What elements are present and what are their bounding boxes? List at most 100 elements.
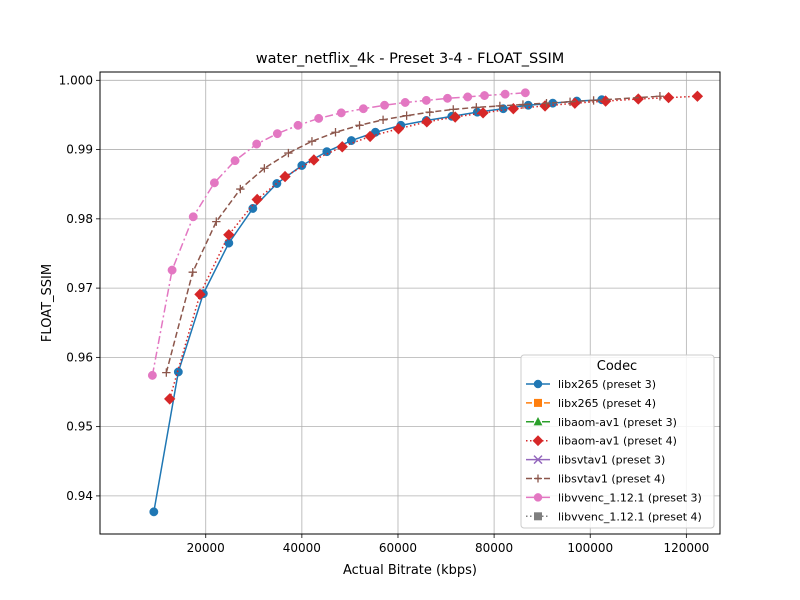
data-point (173, 367, 183, 377)
legend-entry: libx265 (preset 3) (526, 378, 656, 391)
legend-label: libaom-av1 (preset 4) (558, 435, 677, 448)
data-point (400, 98, 410, 107)
data-point (162, 368, 171, 377)
data-point (402, 111, 411, 120)
plot-frame (99, 71, 721, 535)
data-point (230, 156, 240, 166)
legend-label: libaom-av1 (preset 3) (558, 416, 677, 429)
data-point (500, 89, 510, 99)
data-point (472, 103, 481, 112)
data-point (272, 129, 282, 139)
legend-entry: libaom-av1 (preset 4) (526, 435, 677, 448)
y-tick-label: 0.94 (66, 489, 93, 503)
data-point (194, 288, 206, 301)
data-point (364, 130, 376, 143)
legend-label: libvvenc_1.12.1 (preset 3) (558, 491, 702, 504)
data-point (279, 170, 291, 183)
legend-marker (533, 493, 543, 502)
data-point (336, 108, 346, 118)
data-point (346, 136, 356, 146)
data-point (252, 139, 262, 149)
y-tick-label: 1.000 (59, 73, 93, 87)
legend-label: libsvtav1 (preset 3) (558, 454, 665, 467)
legend-entry: libx265 (preset 4) (526, 397, 656, 410)
grid (100, 72, 720, 534)
x-tick-label: 100000 (567, 541, 613, 555)
data-point (293, 120, 303, 130)
data-point (248, 204, 258, 213)
data-point (443, 93, 452, 103)
x-axis-label: Actual Bitrate (kbps) (343, 563, 477, 578)
data-point (251, 193, 263, 206)
y-tick-label: 0.98 (66, 212, 93, 226)
data-point (520, 88, 530, 98)
legend-marker (534, 512, 542, 521)
data-point (272, 179, 282, 188)
plot-area (147, 88, 704, 517)
data-point (691, 90, 704, 102)
data-point (314, 113, 324, 123)
legend-box (520, 354, 715, 529)
data-point (358, 104, 368, 114)
data-point (480, 91, 489, 101)
data-point (495, 101, 505, 111)
x-tick-label: 60000 (379, 541, 417, 555)
legend: Codec libx265 (preset 3) libx265 (preset … (520, 354, 715, 529)
data-point (147, 370, 157, 380)
data-point (308, 154, 320, 166)
data-point (164, 393, 176, 405)
legend-marker (532, 435, 544, 447)
data-point (632, 93, 644, 105)
data-point (149, 507, 159, 517)
data-point (542, 98, 551, 108)
chart-title: water_netflix_4k - Preset 3-4 - FLOAT_SS… (256, 51, 565, 67)
legend-marker (533, 455, 543, 465)
data-point (380, 100, 389, 110)
x-tick-label: 40000 (283, 541, 321, 555)
y-tick-label: 0.97 (66, 281, 93, 295)
data-point (421, 95, 431, 105)
x-tick-label: 120000 (663, 541, 709, 555)
data-point (236, 184, 245, 194)
data-point (209, 178, 219, 188)
legend-entry: libsvtav1 (preset 4) (526, 473, 665, 486)
y-axis-label: FLOAT_SSIM (40, 264, 55, 342)
series-libaom-av1-preset-4- (164, 90, 704, 405)
legend-entry: libaom-av1 (preset 3) (526, 416, 677, 429)
series-libvvenc-1-12-1-preset-3- (147, 88, 530, 380)
data-point (425, 107, 434, 117)
data-point (331, 128, 340, 137)
legend-marker (533, 417, 543, 426)
legend-label: libvvenc_1.12.1 (preset 4) (558, 510, 702, 523)
legend-entry: libsvtav1 (preset 3) (526, 454, 665, 467)
legend-label: libx265 (preset 3) (558, 378, 656, 391)
data-point (212, 217, 221, 226)
series-libsvtav1-preset-4- (162, 92, 665, 377)
data-point (565, 97, 575, 106)
data-point (449, 105, 458, 114)
data-point (518, 100, 528, 109)
x-tick-label: 80000 (475, 541, 513, 555)
data-point (378, 115, 388, 124)
y-tick-label: 0.96 (66, 350, 93, 364)
data-point (662, 91, 675, 104)
data-point (260, 164, 269, 173)
legend-title: Codec (597, 359, 637, 374)
y-tick-label: 0.99 (66, 143, 93, 157)
x-tick-label: 20000 (187, 541, 225, 555)
series-line (165, 95, 660, 373)
legend-label: libsvtav1 (preset 4) (558, 473, 665, 486)
data-point (421, 116, 433, 128)
data-point (463, 92, 473, 102)
data-point (355, 121, 364, 130)
legend-entry: libvvenc_1.12.1 (preset 4) (526, 510, 702, 523)
legend-label: libx265 (preset 4) (558, 397, 656, 410)
legend-marker (534, 474, 542, 483)
data-point (188, 267, 197, 277)
legend-marker (534, 398, 542, 407)
data-point (167, 265, 177, 275)
data-point (307, 137, 317, 146)
axis-ticks: 20000 40000 60000 80000 100000 120000 0.94 0.95… (59, 73, 710, 555)
legend-marker (533, 379, 543, 389)
